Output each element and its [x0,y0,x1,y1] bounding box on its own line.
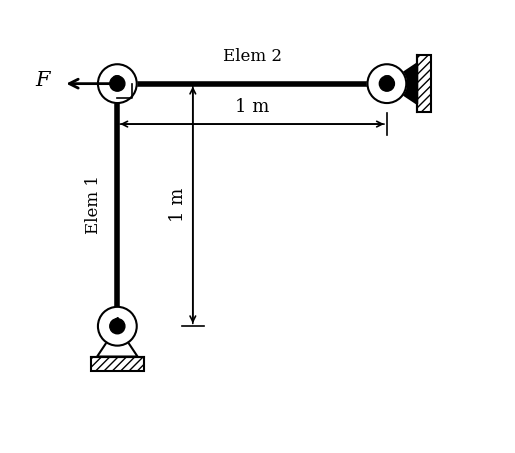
Circle shape [110,76,125,91]
Text: 2: 2 [112,75,123,93]
Polygon shape [417,55,432,112]
Text: F: F [36,72,50,91]
Circle shape [98,307,137,346]
Polygon shape [387,63,417,104]
Text: 3: 3 [381,75,392,93]
Circle shape [110,76,125,91]
Circle shape [380,76,394,91]
Text: Elem 2: Elem 2 [222,48,282,65]
Polygon shape [91,357,144,371]
Circle shape [368,64,406,103]
Circle shape [110,318,125,334]
Circle shape [98,64,137,103]
Text: 1 m: 1 m [235,98,269,116]
Circle shape [110,318,125,334]
Text: 1 m: 1 m [169,188,187,222]
Circle shape [380,76,394,91]
Text: 1: 1 [112,317,123,335]
Text: Elem 1: Elem 1 [84,175,101,235]
